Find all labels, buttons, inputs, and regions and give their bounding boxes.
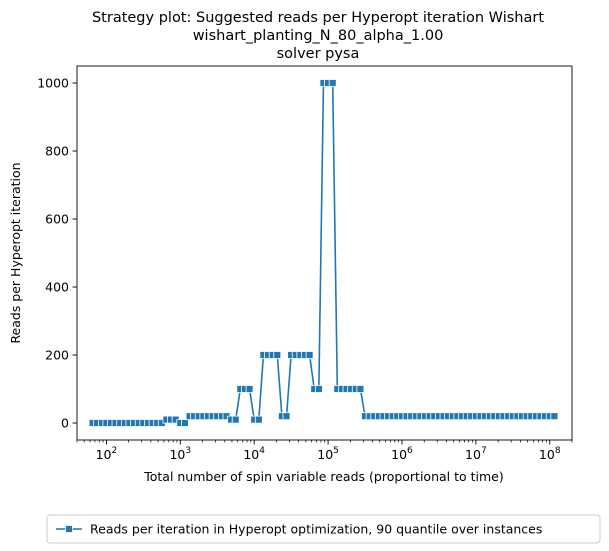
chart-title: Strategy plot: Suggested reads per Hyper… [92, 10, 544, 62]
x-axis-label: Total number of spin variable reads (pro… [143, 469, 504, 484]
data-point-marker [314, 385, 323, 393]
data-series [88, 79, 559, 427]
x-tick-label: 108 [539, 446, 561, 462]
x-tick-label: 104 [243, 446, 265, 462]
y-tick-label: 600 [45, 212, 69, 227]
legend-marker-swatch [65, 525, 73, 533]
plot-frame [76, 65, 573, 441]
data-point-marker [328, 79, 337, 87]
data-point-marker [305, 351, 314, 359]
x-axis-ticks: 102 103 104 105 106 107 108 [76, 440, 573, 462]
x-tick-label: 102 [96, 446, 118, 462]
x-tick-label: 106 [391, 446, 413, 462]
chart-title-line-1: Strategy plot: Suggested reads per Hyper… [92, 10, 544, 26]
chart-title-line-2: wishart_planting_N_80_alpha_1.00 [193, 28, 444, 44]
y-tick-label: 200 [45, 348, 69, 363]
data-point-marker [282, 412, 291, 421]
legend: Reads per iteration in Hyperopt optimiza… [46, 514, 601, 544]
x-tick-label: 105 [317, 446, 339, 462]
y-axis-ticks: 0 200 400 600 800 1000 [37, 76, 77, 431]
data-point-marker [273, 351, 282, 359]
legend-box [46, 514, 601, 544]
data-point-marker [356, 385, 365, 393]
legend-label: Reads per iteration in Hyperopt optimiza… [90, 522, 542, 537]
y-tick-label: 1000 [37, 76, 69, 91]
x-tick-label: 107 [465, 446, 487, 462]
y-tick-label: 400 [45, 280, 69, 295]
y-axis-label: Reads per Hyperopt iteration [8, 162, 23, 343]
data-point-marker [550, 412, 559, 421]
x-tick-label: 103 [169, 446, 191, 462]
y-tick-label: 800 [45, 144, 69, 159]
y-tick-label: 0 [61, 416, 69, 431]
series-line [92, 82, 555, 424]
data-point-marker [254, 415, 263, 424]
chart-title-line-3: solver pysa [277, 46, 360, 62]
data-point-marker [231, 415, 240, 424]
data-point-marker [181, 419, 189, 427]
data-point-marker [245, 385, 254, 393]
